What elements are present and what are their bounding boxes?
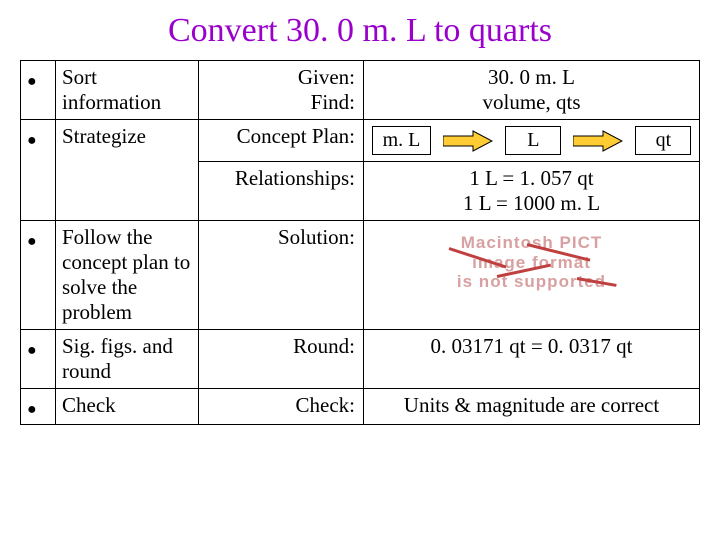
label-check: Check: <box>199 389 364 425</box>
flow-box-l: L <box>505 126 561 155</box>
step-sort: Sort information <box>56 61 199 120</box>
bullet-2: ● <box>21 120 56 221</box>
content-given-find: 30. 0 m. L volume, qts <box>364 61 700 120</box>
content-relationships: 1 L = 1. 057 qt 1 L = 1000 m. L <box>364 162 700 221</box>
bullet-3: ● <box>21 221 56 330</box>
label-solution: Solution: <box>199 221 364 330</box>
content-concept-plan: m. L L qt <box>364 120 700 162</box>
flow-box-ml: m. L <box>372 126 432 155</box>
content-table: ● Sort information Given: Find: 30. 0 m.… <box>20 60 700 425</box>
content-round: 0. 03171 qt = 0. 0317 qt <box>364 330 700 389</box>
flow-box-qt: qt <box>635 126 691 155</box>
arrow-icon <box>443 130 493 152</box>
step-follow: Follow the concept plan to solve the pro… <box>56 221 199 330</box>
arrow-icon <box>573 130 623 152</box>
slide-title: Convert 30. 0 m. L to quarts <box>20 12 700 50</box>
content-solution: Macintosh PICT image format is not suppo… <box>364 221 700 330</box>
label-round: Round: <box>199 330 364 389</box>
bullet-4: ● <box>21 330 56 389</box>
bullet-5: ● <box>21 389 56 425</box>
pict-placeholder: Macintosh PICT image format is not suppo… <box>457 233 606 292</box>
label-relationships: Relationships: <box>199 162 364 221</box>
step-sigfigs: Sig. figs. and round <box>56 330 199 389</box>
label-given-find: Given: Find: <box>199 61 364 120</box>
label-concept-plan: Concept Plan: <box>199 120 364 162</box>
step-check: Check <box>56 389 199 425</box>
bullet-1: ● <box>21 61 56 120</box>
content-check: Units & magnitude are correct <box>364 389 700 425</box>
step-strategize: Strategize <box>56 120 199 221</box>
